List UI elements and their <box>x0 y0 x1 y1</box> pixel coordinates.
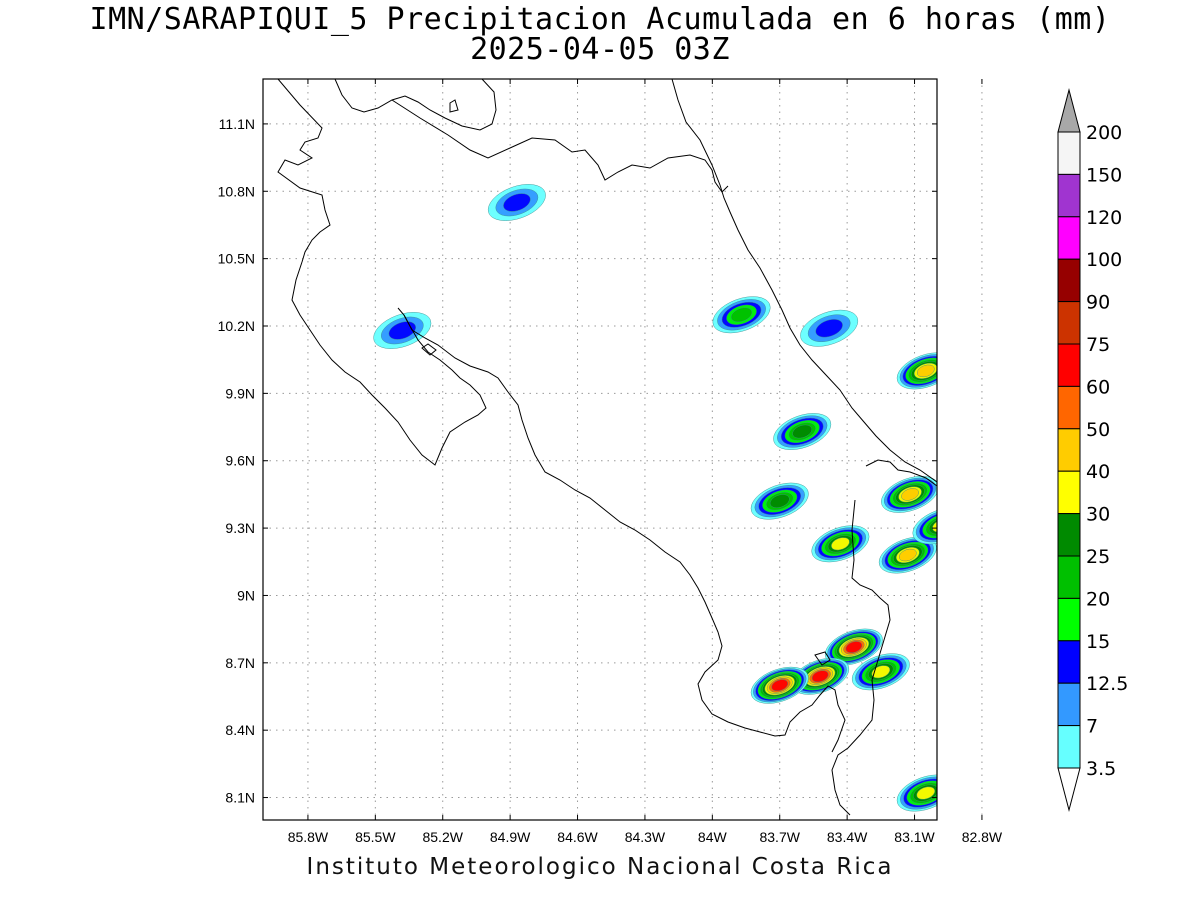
colorbar-swatch <box>1057 470 1081 515</box>
precip-cell <box>487 184 546 221</box>
map-frame <box>262 78 938 821</box>
coastline <box>277 79 937 816</box>
y-tick-label: 10.5N <box>218 251 255 267</box>
colorbar-label: 15 <box>1086 631 1110 653</box>
colorbar-label: 120 <box>1086 207 1122 229</box>
colorbar-swatch <box>1057 343 1081 387</box>
precip-cell <box>953 727 1020 778</box>
chart-title: IMN/SARAPIQUI_5 Precipitacion Acumulada … <box>89 2 1111 37</box>
x-tick-label: 85.2W <box>422 829 463 845</box>
colorbar-label: 60 <box>1086 376 1110 398</box>
colorbar-swatch <box>1057 725 1081 769</box>
colorbar-label: 90 <box>1086 292 1110 314</box>
precip-cell <box>373 312 432 349</box>
precip-cell <box>773 413 832 450</box>
precip-cells <box>373 184 1033 823</box>
colorbar-swatch <box>1057 301 1081 345</box>
colorbar-swatch <box>1057 131 1081 175</box>
y-tick-label: 8.4N <box>225 722 255 738</box>
colorbar-swatch <box>1057 258 1081 303</box>
y-tick-label: 10.8N <box>218 183 255 199</box>
x-tick-label: 83.4W <box>827 829 868 845</box>
colorbar-label: 75 <box>1086 334 1110 356</box>
precip-cell <box>966 772 1033 823</box>
footer-credit: Instituto Meteorologico Nacional Costa R… <box>306 854 894 880</box>
colorbar: 200 150 120 100 90 75 60 50 40 30 25 20 15 12.5 7 3.5 <box>1057 88 1128 812</box>
x-tick-label: 85.8W <box>288 829 329 845</box>
colorbar-label: 200 <box>1086 122 1122 144</box>
x-tick-label: 84.9W <box>490 829 531 845</box>
x-tick-label: 83.7W <box>759 829 800 845</box>
precip-cell <box>811 525 870 563</box>
precip-cell <box>878 536 937 574</box>
colorbar-label: 150 <box>1086 164 1122 186</box>
y-tick-label: 9N <box>237 587 255 603</box>
colorbar-swatch <box>1057 173 1081 218</box>
colorbar-swatch <box>1057 555 1081 599</box>
precip-cell <box>824 628 883 666</box>
x-tick-label: 84W <box>698 829 728 845</box>
y-tick-label: 9.9N <box>225 385 255 401</box>
colorbar-label: 50 <box>1086 419 1110 441</box>
colorbar-swatch <box>1057 513 1081 557</box>
colorbar-label: 25 <box>1086 546 1110 568</box>
precip-cell <box>896 352 937 390</box>
x-tick-label: 84.3W <box>625 829 666 845</box>
map-area <box>263 79 937 820</box>
colorbar-swatch <box>1057 682 1081 727</box>
colorbar-label: 40 <box>1086 461 1110 483</box>
y-tick-label: 9.6N <box>225 453 255 469</box>
precip-cell <box>851 653 910 691</box>
precip-cell <box>966 382 1033 433</box>
x-tick-label: 84.6W <box>557 829 598 845</box>
precip-cell <box>750 482 809 520</box>
colorbar-swatch <box>1057 216 1081 260</box>
colorbar-swatch <box>1057 428 1081 472</box>
precip-cell <box>964 593 1031 644</box>
colorbar-swatch <box>1057 640 1081 684</box>
colorbar-top-arrow <box>1057 88 1081 133</box>
x-tick-label: 85.5W <box>355 829 396 845</box>
x-tick-label: 83.1W <box>894 829 935 845</box>
y-tick-label: 8.1N <box>225 790 255 806</box>
colorbar-swatch <box>1057 385 1081 430</box>
colorbar-swatch <box>1057 597 1081 642</box>
y-tick-label: 11.1N <box>219 116 255 132</box>
y-tick-label: 8.7N <box>225 655 255 671</box>
precip-cell <box>881 476 937 513</box>
precip-cell <box>712 296 771 334</box>
x-tick-label: 82.8W <box>962 829 1003 845</box>
colorbar-label: 3.5 <box>1086 758 1116 780</box>
precip-cell <box>800 309 859 347</box>
colorbar-bottom-arrow <box>1057 767 1081 812</box>
colorbar-label: 7 <box>1086 716 1098 738</box>
y-tick-label: 9.3N <box>225 520 255 536</box>
y-tick-label: 10.2N <box>218 318 255 334</box>
y-axis-ticks: 11.1N 10.8N 10.5N 10.2N 9.9N 9.6N 9.3N 9N 8.7N 8.… <box>218 116 937 806</box>
colorbar-label: 30 <box>1086 504 1110 526</box>
colorbar-label: 12.5 <box>1086 673 1128 695</box>
x-axis-ticks: 85.8W 85.5W 85.2W 84.9W 84.6W 84.3W 84W 83.7W 83… <box>288 79 1003 845</box>
colorbar-label: 20 <box>1086 588 1110 610</box>
chart-subtitle: 2025-04-05 03Z <box>470 32 730 67</box>
precip-cell <box>750 666 809 704</box>
colorbar-label: 100 <box>1086 249 1122 271</box>
